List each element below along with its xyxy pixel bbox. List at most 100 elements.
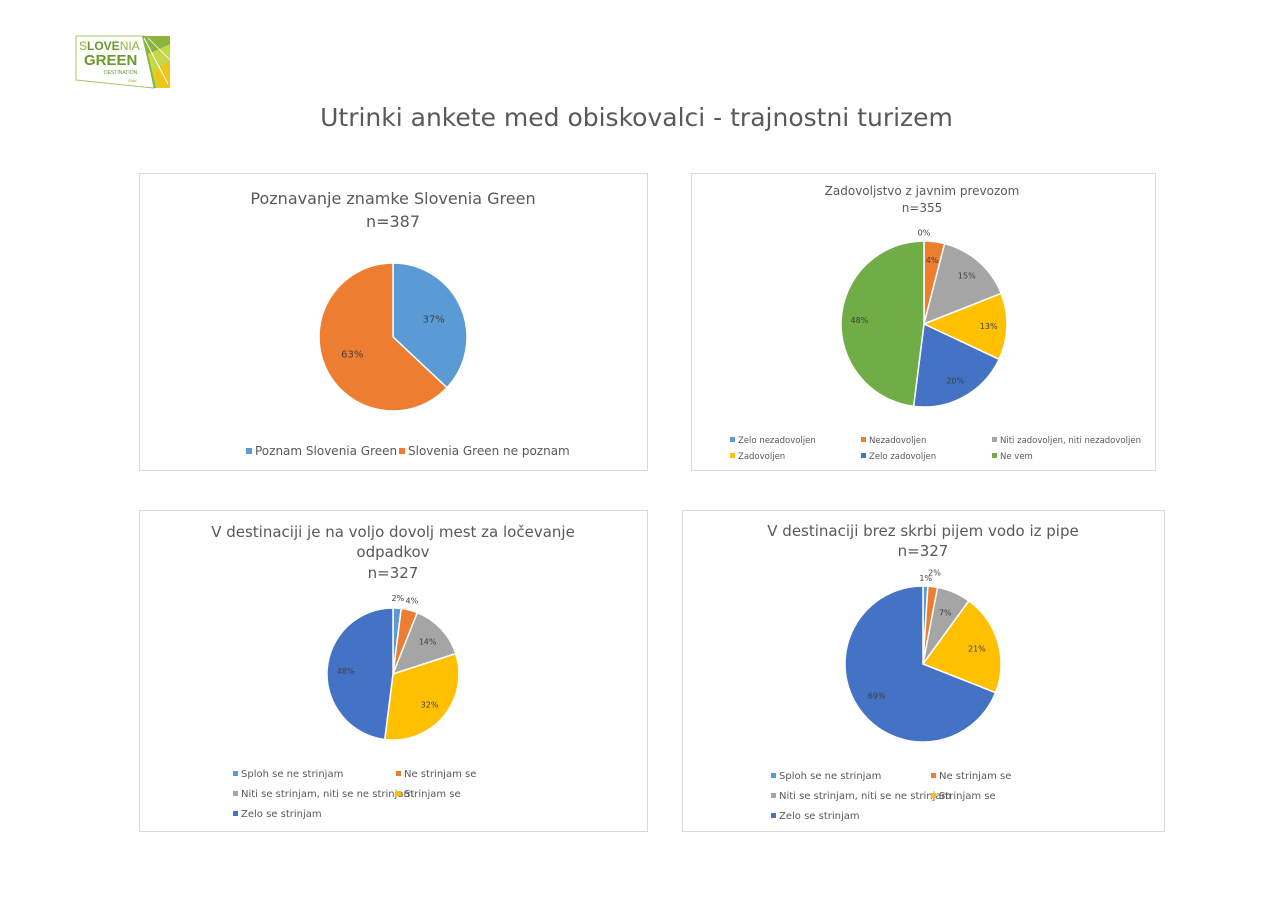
pie-slice-5 — [844, 585, 997, 743]
legend-swatch — [730, 453, 735, 458]
data-label-5: 20% — [946, 377, 964, 386]
data-label-3: 15% — [958, 271, 976, 280]
data-label-5: 48% — [337, 667, 355, 676]
chart-title-line-1: V destinaciji je na voljo dovolj mest za… — [211, 523, 575, 541]
legend-label: Zelo se strinjam — [241, 809, 322, 820]
data-label-4: 13% — [980, 322, 998, 331]
logo-green: GREEN — [84, 52, 137, 69]
pie-chart-public-transport: Zadovoljstvo z javnim prevozom n=355 0% 4… — [825, 184, 1020, 408]
data-label-4: 21% — [968, 644, 986, 653]
data-label-2: 2% — [928, 569, 941, 578]
data-label-1: 1% — [919, 574, 932, 583]
chart-subtitle: n=327 — [898, 542, 949, 560]
legend-label: Zelo nezadovoljen — [738, 436, 816, 446]
legend-swatch — [771, 812, 776, 818]
legend-label: Sploh se ne strinjam — [241, 769, 344, 780]
data-label-4: 32% — [421, 700, 439, 709]
legend-swatch — [992, 453, 997, 458]
legend-item: Zelo nezadovoljen — [730, 436, 816, 446]
legend-label: Zadovoljen — [738, 452, 786, 462]
legend-item: Poznam Slovenia Green — [246, 444, 397, 458]
chart-title-line-2: odpadkov — [356, 543, 429, 561]
data-label-1: 0% — [918, 229, 931, 238]
legend-item: Zelo se strinjam — [771, 811, 860, 822]
legend-label: Sploh se ne strinjam — [779, 771, 882, 782]
legend-label: Niti zadovoljen, niti nezadovoljen — [1000, 436, 1141, 446]
pie-slice-4 — [921, 599, 1002, 694]
legend-label: Ne strinjam se — [939, 771, 1012, 782]
data-label-3: 7% — [939, 609, 952, 618]
legend-label: Strinjam se — [404, 789, 461, 800]
pie-slice-3 — [922, 242, 1003, 326]
legend-swatch — [246, 447, 252, 454]
page-title: Utrinki ankete med obiskovalci - trajnos… — [320, 103, 953, 132]
legend-swatch — [861, 453, 866, 458]
pie-slice-4 — [383, 652, 460, 741]
legend-item: Zelo zadovoljen — [861, 452, 936, 462]
logo-destination: DESTINATION — [104, 70, 138, 76]
chart-panel-public-transport: Zadovoljstvo z javnim prevozom n=355 0% 4… — [691, 173, 1156, 471]
chart-panel-brand-awareness: Poznavanje znamke Slovenia Green n=387 3… — [139, 173, 648, 471]
legend-item: Ne strinjam se — [396, 769, 476, 780]
legend-swatch — [396, 770, 401, 776]
data-label-2: 63% — [341, 350, 363, 361]
chart-panel-tap-water: V destinaciji brez skrbi pijem vodo iz p… — [682, 510, 1165, 832]
logo-gold: Gold — [128, 78, 136, 83]
legend-item: Sploh se ne strinjam — [233, 769, 343, 780]
legend-label: Ne strinjam se — [404, 769, 477, 780]
data-label-6: 48% — [851, 316, 869, 325]
pie-chart-waste-separation: V destinaciji je na voljo dovolj mest za… — [211, 523, 575, 741]
data-label-2: 4% — [926, 256, 939, 265]
legend-label: Strinjam se — [939, 791, 996, 802]
pie-chart-brand-awareness: Poznavanje znamke Slovenia Green n=387 3… — [250, 189, 536, 412]
pie-slice-4 — [922, 292, 1008, 361]
legend-item: Nezadovoljen — [861, 436, 926, 446]
legend-item: Niti se strinjam, niti se ne strinjam — [771, 791, 951, 802]
legend-swatch — [861, 437, 866, 442]
legend-item: Ne vem — [992, 452, 1033, 462]
pie-slice-1 — [392, 262, 468, 389]
data-label-1: 37% — [423, 314, 445, 325]
chart-subtitle: n=355 — [902, 201, 943, 215]
data-label-5: 69% — [868, 692, 886, 701]
legend-swatch — [992, 437, 997, 442]
legend-swatch — [233, 790, 238, 796]
legend-label: Nezadovoljen — [869, 436, 927, 446]
legend-label: Poznam Slovenia Green — [255, 444, 398, 458]
pie-chart-tap-water: V destinaciji brez skrbi pijem vodo iz p… — [767, 522, 1079, 743]
pie-slice-6 — [840, 240, 925, 408]
legend-swatch — [233, 770, 238, 776]
legend-item: Slovenia Green ne poznam — [399, 444, 570, 458]
data-label-2: 4% — [406, 597, 419, 606]
legend-item: Zadovoljen — [730, 452, 785, 462]
legend-item: Niti zadovoljen, niti nezadovoljen — [992, 436, 1141, 446]
legend-label: Slovenia Green ne poznam — [408, 444, 570, 458]
legend-item: Zelo se strinjam — [233, 809, 322, 820]
legend-label: Ne vem — [1000, 452, 1033, 462]
data-label-1: 2% — [391, 594, 404, 603]
legend-item: Sploh se ne strinjam — [771, 771, 881, 782]
legend-swatch — [771, 792, 776, 798]
legend-swatch — [730, 437, 735, 442]
pie-slice-5 — [912, 322, 1001, 408]
data-label-3: 14% — [419, 638, 437, 647]
logo-nia: NIA — [120, 39, 140, 53]
legend-item: Strinjam se — [931, 791, 996, 802]
chart-title: Zadovoljstvo z javnim prevozom — [825, 184, 1020, 198]
legend-label: Zelo se strinjam — [779, 811, 860, 822]
logo-s: S — [79, 39, 87, 53]
legend-item: Niti se strinjam, niti se ne strinjam — [233, 789, 413, 800]
legend-swatch — [771, 772, 776, 778]
pie-slice-2 — [318, 262, 449, 412]
chart-title: V destinaciji brez skrbi pijem vodo iz p… — [767, 522, 1078, 540]
legend-label: Zelo zadovoljen — [869, 452, 937, 462]
pie-slice-5 — [326, 607, 394, 741]
legend-item: Strinjam se — [396, 789, 461, 800]
legend-item: Ne strinjam se — [931, 771, 1011, 782]
legend-swatch — [396, 790, 401, 796]
chart-subtitle: n=327 — [368, 564, 419, 582]
chart-panel-waste-separation: V destinaciji je na voljo dovolj mest za… — [139, 510, 648, 832]
chart-title: Poznavanje znamke Slovenia Green — [250, 189, 535, 208]
legend-swatch — [931, 792, 936, 798]
chart-subtitle: n=387 — [366, 212, 420, 231]
